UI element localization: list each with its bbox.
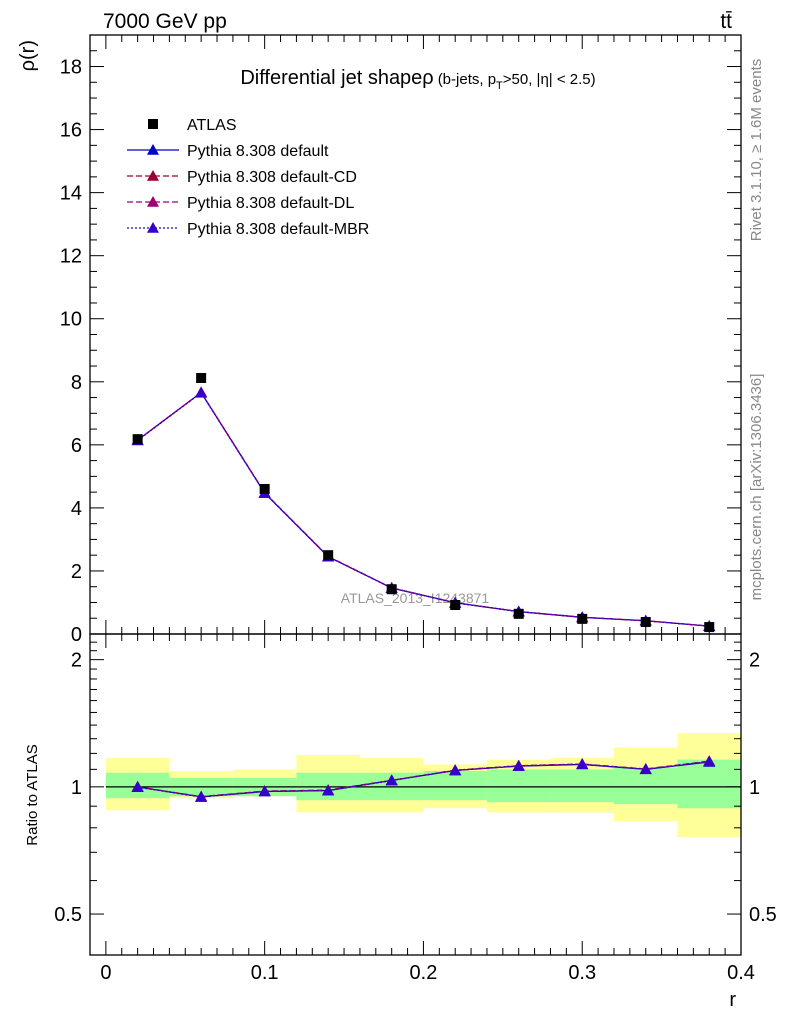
x-tick-label: 0.3: [568, 962, 596, 984]
ratio-line-dl: [137, 760, 710, 798]
data-point: [640, 617, 651, 628]
legend-label-default: Pythia 8.308 default: [187, 143, 329, 160]
ratio-y-tick-label-right: 1: [749, 777, 760, 799]
ratio-y-tick-label: 0.5: [54, 904, 82, 926]
watermark: ATLAS_2013_I1243871: [341, 590, 490, 606]
ratio-point-mbr: [322, 784, 335, 796]
series-point-mbr: [195, 386, 208, 398]
legend-marker-cd: [147, 170, 159, 181]
y-tick-label: 12: [60, 246, 82, 268]
chart-title: Differential jet shapeρ (b-jets, pT>50, |…: [240, 67, 595, 92]
legend-marker-data: [148, 119, 158, 129]
ratio-panel: Ratio to ATLAS r 0.5 0.5 1 1 2 2 0 0.1 0.2 0.3 0.4: [24, 633, 777, 1011]
data-point: [450, 599, 461, 610]
legend-label-dl: Pythia 8.308 default-DL: [187, 195, 354, 212]
data-point: [132, 434, 143, 445]
y-tick-label: 10: [60, 309, 82, 331]
uncertainty-band-inner: [486, 769, 551, 803]
main-panel: ρ(r) Differential jet shapeρ (b-jets, pT>…: [17, 34, 742, 646]
data-point: [323, 550, 334, 561]
ratio-point-mbr: [449, 764, 462, 776]
legend-label-cd: Pythia 8.308 default-CD: [187, 169, 357, 186]
ratio-point-mbr: [576, 758, 589, 770]
main-y-axis-label: ρ(r): [17, 40, 39, 71]
y-tick-label: 6: [71, 435, 82, 457]
energy-label: 7000 GeV pp: [103, 10, 227, 33]
ratio-point-mbr: [639, 763, 652, 774]
legend-marker-default: [147, 144, 159, 155]
legend-label-mbr: Pythia 8.308 default-MBR: [187, 221, 369, 238]
ratio-point-mbr: [131, 781, 144, 793]
chart-title-selection-subscript: T: [496, 80, 503, 92]
mcplots-label: mcplots.cern.ch [arXiv:1306.3436]: [748, 374, 765, 601]
ratio-frame: [89, 633, 742, 956]
y-tick-label: 18: [60, 57, 82, 79]
chart-title-selection-tail: >50, |η| < 2.5): [503, 71, 596, 88]
process-label: tt̄: [720, 10, 732, 33]
ratio-point-mbr: [195, 791, 208, 802]
y-tick-label: 14: [60, 183, 82, 205]
ratio-y-tick-label: 1: [71, 777, 82, 799]
y-tick-label: 16: [60, 120, 82, 142]
ratio-point-mbr: [703, 755, 716, 767]
data-point: [386, 584, 397, 595]
uncertainty-band-inner: [550, 769, 614, 803]
ratio-y-tick-label-right: 2: [749, 650, 760, 672]
data-point: [513, 608, 524, 619]
y-tick-label: 8: [71, 372, 82, 394]
ratio-line-mbr: [137, 760, 710, 798]
y-tick-label: 0: [71, 624, 82, 646]
ratio-point-mbr: [512, 759, 525, 771]
x-axis-label: r: [729, 989, 736, 1011]
legend-marker-dl: [147, 196, 159, 207]
ratio-y-tick-label-right: 0.5: [749, 904, 777, 926]
x-tick-label: 0: [100, 962, 111, 984]
x-tick-label: 0.1: [251, 962, 279, 984]
data-point: [196, 373, 207, 384]
uncertainty-band-inner: [677, 759, 741, 809]
data-point: [259, 483, 270, 494]
ratio-y-tick-label: 2: [71, 650, 82, 672]
series-line-dl: [137, 391, 710, 627]
data-point: [577, 613, 588, 624]
ratio-point-mbr: [258, 785, 271, 797]
legend-marker-mbr: [147, 222, 159, 233]
ratio-point-mbr: [385, 774, 398, 786]
legend: ATLAS Pythia 8.308 default Pythia 8.308 de…: [127, 117, 369, 238]
y-tick-label: 2: [71, 561, 82, 583]
legend-label-data: ATLAS: [187, 117, 237, 134]
rivet-label: Rivet 3.1.10, ≥ 1.6M events: [748, 59, 765, 242]
chart-title-selection: (b-jets, p: [438, 71, 496, 88]
uncertainty-band-inner: [423, 771, 487, 801]
chart-title-main: Differential jet shapeρ: [240, 67, 433, 89]
y-tick-label: 4: [71, 498, 82, 520]
x-tick-label: 0.4: [727, 962, 755, 984]
ratio-y-axis-label: Ratio to ATLAS: [24, 744, 41, 845]
x-tick-label: 0.2: [410, 962, 438, 984]
